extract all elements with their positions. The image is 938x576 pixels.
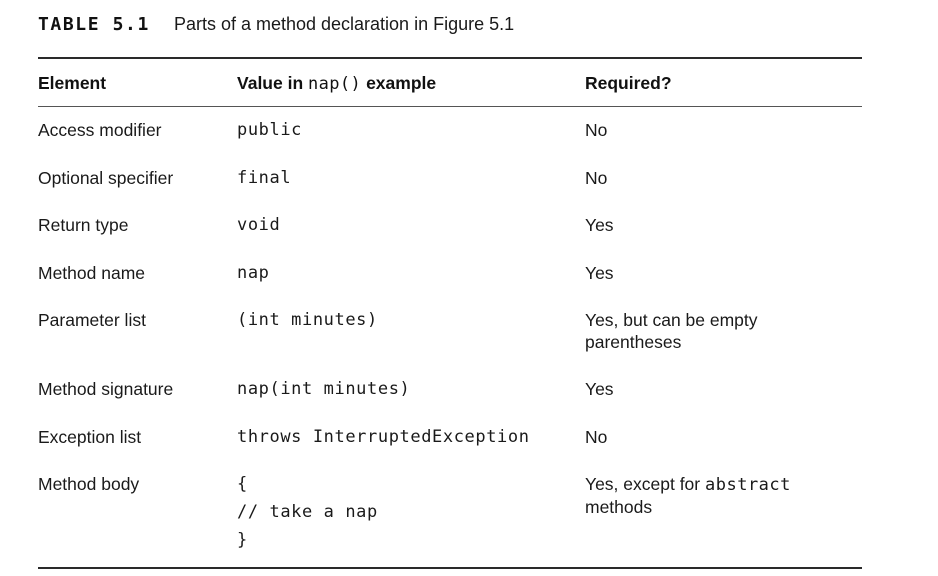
row-element: Optional specifier xyxy=(38,168,174,188)
row-required: Yes xyxy=(585,379,614,399)
code-line: // take a nap xyxy=(237,502,378,522)
header-rule xyxy=(38,106,862,107)
row-required: Yes xyxy=(585,263,614,283)
row-required-prefix: Yes, except for xyxy=(585,474,701,494)
top-rule xyxy=(38,57,862,59)
row-value-code-block: { // take a nap } xyxy=(237,470,378,554)
row-required-code: abstract xyxy=(705,475,791,495)
table-header-row: Element Value in nap() example Required? xyxy=(38,72,862,96)
row-element: Access modifier xyxy=(38,120,162,140)
header-value-suffix: example xyxy=(366,73,437,93)
row-element: Method name xyxy=(38,263,146,283)
header-value-prefix: Value in xyxy=(237,73,304,93)
row-value: nap(int minutes) xyxy=(237,379,411,399)
row-required: No xyxy=(585,168,608,188)
row-value: final xyxy=(237,168,292,188)
row-element: Return type xyxy=(38,215,129,235)
header-value-code: nap() xyxy=(308,74,362,94)
row-element: Exception list xyxy=(38,427,142,447)
row-required: Yes xyxy=(585,215,614,235)
code-line: } xyxy=(237,530,248,550)
header-required: Required? xyxy=(585,73,672,93)
row-required: Yes, except for abstract methods xyxy=(585,473,791,518)
row-value: void xyxy=(237,215,281,235)
bottom-rule xyxy=(38,567,862,569)
table-number: TABLE 5.1 xyxy=(38,13,150,35)
header-value: Value in nap() example xyxy=(237,72,436,95)
row-value: (int minutes) xyxy=(237,310,378,330)
row-element: Method signature xyxy=(38,379,174,399)
row-required-line: Yes, except for abstract xyxy=(585,473,791,496)
row-required-line: methods xyxy=(585,497,653,517)
row-value: throws InterruptedException xyxy=(237,427,530,447)
header-element: Element xyxy=(38,73,107,93)
row-value: nap xyxy=(237,263,270,283)
row-element: Parameter list xyxy=(38,310,146,330)
row-required: No xyxy=(585,120,608,140)
table-caption: TABLE 5.1 Parts of a method declaration … xyxy=(38,12,514,36)
row-required-line: Yes, but can be empty xyxy=(585,310,758,330)
table-title: Parts of a method declaration in Figure … xyxy=(173,13,515,34)
row-required: Yes, but can be empty parentheses xyxy=(585,309,758,353)
row-element: Method body xyxy=(38,474,140,494)
code-line: { xyxy=(237,474,248,494)
row-value: public xyxy=(237,120,303,140)
row-required: No xyxy=(585,427,608,447)
row-required-line: parentheses xyxy=(585,332,682,352)
